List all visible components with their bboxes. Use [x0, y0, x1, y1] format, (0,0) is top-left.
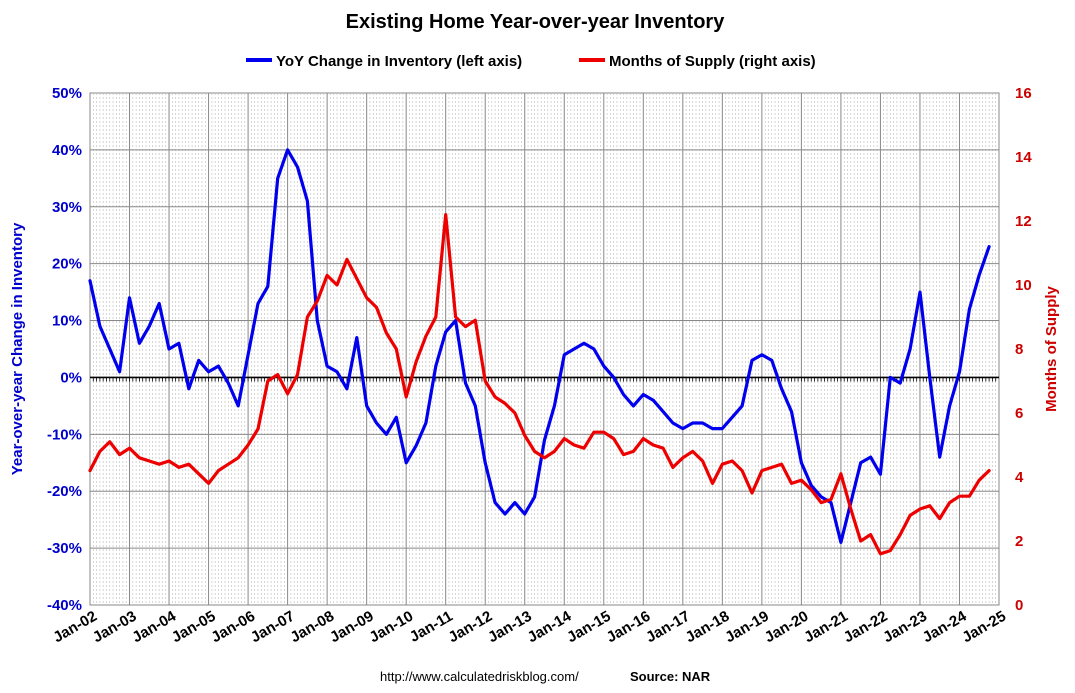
x-tick-label: Jan-10 [367, 608, 417, 646]
x-tick-label: Jan-07 [248, 608, 298, 646]
x-tick-label: Jan-14 [525, 607, 575, 646]
y-right-tick-label: 16 [1015, 85, 1032, 102]
x-tick-label: Jan-11 [407, 608, 456, 646]
series-line-months-supply [88, 213, 991, 556]
x-tick-label: Jan-22 [841, 608, 891, 646]
y-left-tick-label: -30% [47, 540, 82, 557]
x-tick-label: Jan-03 [90, 608, 140, 646]
legend-label-yoy: YoY Change in Inventory (left axis) [276, 53, 522, 70]
x-tick-label: Jan-15 [564, 608, 614, 646]
legend-label-supply: Months of Supply (right axis) [609, 53, 816, 70]
legend: YoY Change in Inventory (left axis) Mont… [246, 53, 816, 70]
x-tick-label: Jan-09 [327, 608, 377, 646]
x-tick-label: Jan-05 [169, 608, 219, 646]
x-tick-label: Jan-12 [446, 608, 496, 646]
x-tick-label: Jan-21 [801, 608, 851, 646]
y-right-tick-label: 8 [1015, 341, 1023, 358]
y-right-tick-label: 2 [1015, 533, 1023, 550]
y-left-tick-label: 0% [60, 369, 82, 386]
source-label: Source: NAR [630, 669, 711, 684]
x-tick-label: Jan-19 [722, 608, 772, 646]
x-tick-label: Jan-16 [604, 608, 654, 646]
x-tick-label: Jan-04 [129, 607, 179, 646]
source-url: http://www.calculatedriskblog.com/ [380, 669, 579, 684]
y-right-tick-label: 0 [1015, 597, 1023, 614]
y-left-tick-label: 30% [52, 199, 82, 216]
x-tick-label: Jan-17 [643, 608, 693, 646]
x-tick-label: Jan-20 [762, 608, 812, 646]
x-tick-label: Jan-18 [683, 608, 733, 646]
y-right-tick-label: 12 [1015, 213, 1032, 230]
x-tick-label: Jan-25 [959, 608, 1009, 646]
chart-title: Existing Home Year-over-year Inventory [346, 11, 726, 33]
y-left-tick-label: 50% [52, 85, 82, 102]
y-left-tick-label: -10% [47, 426, 82, 443]
y-left-tick-label: -40% [47, 597, 82, 614]
y-right-tick-label: 14 [1015, 149, 1032, 166]
y-right-tick-label: 6 [1015, 405, 1023, 422]
x-tick-label: Jan-24 [920, 607, 970, 646]
plot-area: -40% -30% -20% -10% 0% 10% 20% 30% 40% 50% 0 2 4 6 8 10… [47, 85, 1032, 646]
y-axis-right-label: Months of Supply [1043, 285, 1060, 411]
y-left-tick-label: -20% [47, 483, 82, 500]
y-left-tick-label: 10% [52, 313, 82, 330]
y-axis-left-label: Year-over-year Change in Inventory [9, 222, 26, 475]
y-left-tick-label: 20% [52, 256, 82, 273]
y-right-tick-label: 4 [1015, 469, 1024, 486]
x-tick-label: Jan-08 [287, 608, 337, 646]
series-line-yoy-inventory [88, 148, 991, 545]
x-tick-label: Jan-06 [208, 608, 258, 646]
y-left-tick-label: 40% [52, 142, 82, 159]
y-right-tick-label: 10 [1015, 277, 1032, 294]
x-tick-label: Jan-13 [485, 608, 535, 646]
x-tick-label: Jan-23 [880, 608, 930, 646]
